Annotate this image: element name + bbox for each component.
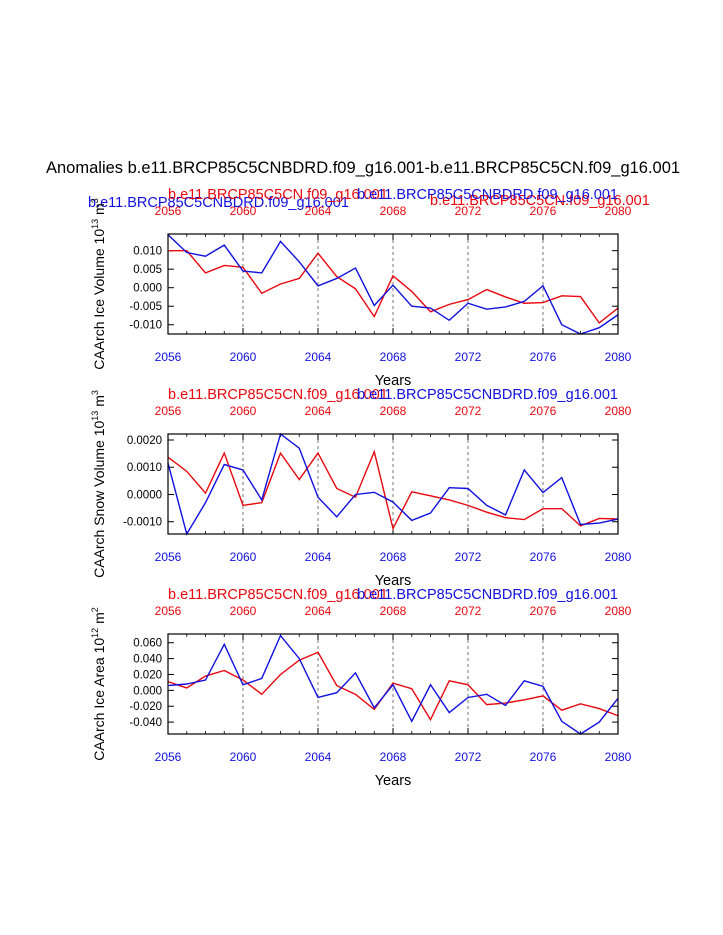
x-axis-label: Years xyxy=(375,373,412,389)
panel-3: 2056 2056 2060 2060 2064 2064 2068 2068 2072 2072… xyxy=(90,587,632,789)
panel-title-center-red: b.e11.BRCP85C5CN.f09_g16.001 xyxy=(168,387,388,403)
panel-title-left: b.e11.BRCP85C5CNBDRD.f09_g16.001 xyxy=(88,195,349,211)
plot-frame xyxy=(167,633,619,735)
x-tick-label: 2060 xyxy=(230,550,257,564)
series-line-cn xyxy=(167,651,619,722)
panel-title-center-red: b.e11.BRCP85C5CN.f09_g16.001 xyxy=(168,587,388,603)
x-tick-label: 2060 xyxy=(230,750,257,764)
x-tick-label-top: 2060 xyxy=(230,404,257,418)
x-tick-label-top: 2056 xyxy=(155,604,182,618)
panel-1: 2056 2056 2060 2060 2064 2064 2068 2068 2072 2072… xyxy=(88,187,650,389)
y-tick-label: -0.040 xyxy=(129,717,162,729)
y-tick-label: 0.0000 xyxy=(127,489,162,501)
ylabel-text: m xyxy=(91,203,107,219)
x-tick-label: 2072 xyxy=(455,350,482,364)
ylabel-text: CAArch Snow Volume 10 xyxy=(91,420,107,577)
y-axis-label: CAArch Ice Area 1012 m2 xyxy=(90,607,107,761)
x-tick-label-top: 2076 xyxy=(530,404,557,418)
x-tick-label-top: 2056 xyxy=(155,204,182,218)
x-tick-label-top: 2064 xyxy=(305,404,332,418)
x-axis-label: Years xyxy=(375,773,412,789)
x-tick-label-top: 2080 xyxy=(605,204,632,218)
x-tick-label: 2064 xyxy=(305,550,332,564)
y-axis-label: CAArch Ice Volume 1013 m3 xyxy=(90,198,107,369)
x-tick-label: 2068 xyxy=(380,550,407,564)
ylabel-text: m xyxy=(91,395,107,411)
panel-title-center-blue: b.e11.BRCP85C5CNBDRD.f09_g16.001 xyxy=(357,587,618,603)
x-tick-label: 2056 xyxy=(155,350,182,364)
x-axis-label: Years xyxy=(375,573,412,589)
ylabel-superscript: 12 xyxy=(90,628,100,638)
x-tick-label-top: 2080 xyxy=(605,404,632,418)
y-tick-label: 0.020 xyxy=(133,669,162,681)
x-tick-label-top: 2068 xyxy=(380,204,407,218)
x-tick-label: 2080 xyxy=(605,550,632,564)
x-tick-label: 2068 xyxy=(380,750,407,764)
x-tick-label-top: 2068 xyxy=(380,404,407,418)
series-line-cnbdrd xyxy=(167,634,619,735)
x-tick-label: 2072 xyxy=(455,750,482,764)
series-line-cnbdrd xyxy=(167,234,619,335)
x-tick-label-top: 2068 xyxy=(380,604,407,618)
y-tick-label: -0.0010 xyxy=(123,517,162,529)
x-tick-label: 2056 xyxy=(155,550,182,564)
x-tick-label: 2076 xyxy=(530,550,557,564)
ylabel-superscript: 13 xyxy=(90,411,100,421)
ylabel-superscript: 3 xyxy=(90,390,100,395)
x-tick-label: 2080 xyxy=(605,750,632,764)
x-tick-label: 2080 xyxy=(605,350,632,364)
x-tick-label-top: 2056 xyxy=(155,404,182,418)
x-tick-label-top: 2080 xyxy=(605,604,632,618)
x-tick-label: 2060 xyxy=(230,350,257,364)
y-tick-label: 0.0020 xyxy=(127,435,162,447)
panel-title-center-blue: b.e11.BRCP85C5CNBDRD.f09_g16.001 xyxy=(357,387,618,403)
y-tick-label: -0.005 xyxy=(129,301,162,313)
figure-title: Anomalies b.e11.BRCP85C5CNBDRD.f09_g16.0… xyxy=(46,159,680,177)
x-tick-label: 2064 xyxy=(305,750,332,764)
y-tick-label: 0.000 xyxy=(133,685,162,697)
x-tick-label-top: 2064 xyxy=(305,604,332,618)
x-tick-label-top: 2072 xyxy=(455,604,482,618)
y-tick-label: 0.040 xyxy=(133,654,162,666)
series-line-cn xyxy=(167,449,619,531)
x-tick-label-top: 2064 xyxy=(305,204,332,218)
x-tick-label: 2076 xyxy=(530,750,557,764)
x-tick-label: 2064 xyxy=(305,350,332,364)
ylabel-superscript: 3 xyxy=(90,198,100,203)
x-tick-label: 2076 xyxy=(530,350,557,364)
panel-title-right: b.e11.BRCP85C5CN.f09_g16.001 xyxy=(430,193,650,209)
x-tick-label: 2072 xyxy=(455,550,482,564)
x-tick-label-top: 2076 xyxy=(530,204,557,218)
ylabel-text: CAArch Ice Area 10 xyxy=(91,638,107,761)
y-tick-label: -0.010 xyxy=(129,320,162,332)
plot-frame xyxy=(167,433,619,535)
x-tick-label-top: 2076 xyxy=(530,604,557,618)
plot-frame xyxy=(167,233,619,335)
y-tick-label: 0.005 xyxy=(133,264,162,276)
y-tick-label: 0.060 xyxy=(133,638,162,650)
y-axis-label: CAArch Snow Volume 1013 m3 xyxy=(90,390,107,578)
x-tick-label-top: 2060 xyxy=(230,204,257,218)
series-line-cnbdrd xyxy=(167,432,619,536)
x-tick-label: 2056 xyxy=(155,750,182,764)
x-tick-label: 2068 xyxy=(380,350,407,364)
ylabel-superscript: 2 xyxy=(90,607,100,612)
ylabel-text: CAArch Ice Volume 10 xyxy=(91,229,107,370)
panel-title-center-red: b.e11.BRCP85C5CN.f09_g16.001 xyxy=(168,187,388,203)
panel-title-center-blue: b.e11.BRCP85C5CNBDRD.f09_g16.001 xyxy=(357,187,618,203)
x-tick-label-top: 2072 xyxy=(455,404,482,418)
series-line-cn xyxy=(168,249,619,324)
ylabel-text: m xyxy=(91,612,107,628)
y-tick-label: 0.010 xyxy=(133,246,162,258)
y-tick-label: 0.000 xyxy=(133,283,162,295)
x-tick-label-top: 2060 xyxy=(230,604,257,618)
panel-2: 2056 2056 2060 2060 2064 2064 2068 2068 2072 2072… xyxy=(90,387,632,589)
y-tick-label: -0.020 xyxy=(129,701,162,713)
x-tick-label-top: 2072 xyxy=(455,204,482,218)
y-tick-label: 0.0010 xyxy=(127,462,162,474)
ylabel-superscript: 13 xyxy=(90,219,100,229)
